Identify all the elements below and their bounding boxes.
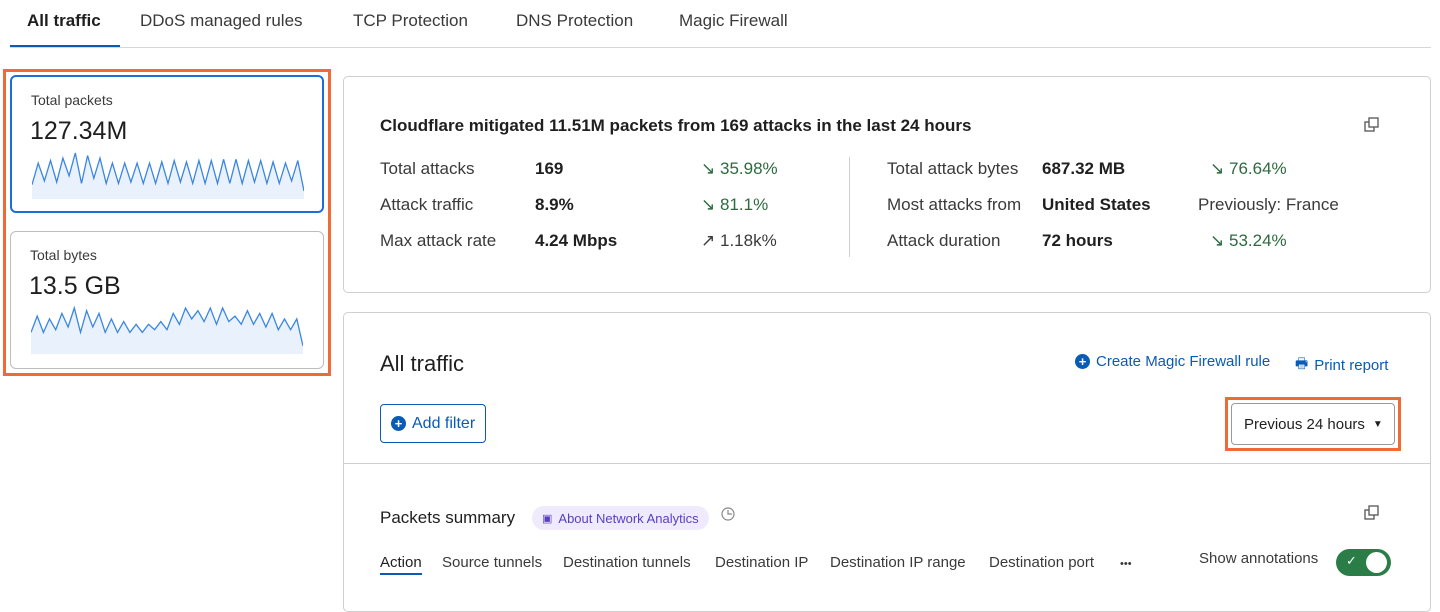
stat-change: ↘ 81.1% — [701, 195, 768, 215]
divider — [344, 463, 1430, 464]
print-report-link[interactable]: 🖶 Print report — [1295, 353, 1388, 377]
metric-label: Total packets — [31, 92, 113, 108]
stat-value: 72 hours — [1042, 231, 1113, 250]
stat-value: United States — [1042, 195, 1151, 214]
sub-tab-destination-port[interactable]: Destination port — [989, 554, 1095, 571]
stat-label: Max attack rate — [380, 231, 497, 250]
change-value: 35.98% — [719, 159, 778, 178]
sparkline-line — [32, 152, 304, 192]
copy-icon[interactable] — [1364, 117, 1380, 133]
panel-title: All traffic — [380, 351, 464, 376]
link-label: Create Magic Firewall rule — [1096, 353, 1271, 370]
change-value: 76.64% — [1228, 159, 1287, 178]
sparkline-line — [31, 305, 303, 347]
check-icon: ✓ — [1346, 553, 1357, 568]
stat-note: Previously: France — [1198, 195, 1339, 214]
toggle-knob — [1366, 552, 1387, 573]
attack-summary-panel: Cloudflare mitigated 11.51M packets from… — [343, 76, 1431, 293]
tab-magic-firewall[interactable]: Magic Firewall — [679, 11, 788, 30]
stat-label: Attack duration — [887, 231, 1001, 250]
sub-tab-destination-ip-range[interactable]: Destination IP range — [830, 554, 966, 571]
tab-all-traffic[interactable]: All traffic — [27, 11, 101, 30]
caret-down-icon: ▼ — [1372, 418, 1383, 430]
tab-bar: All traffic DDoS managed rules TCP Prote… — [10, 0, 1431, 48]
sparkline-area — [31, 308, 303, 354]
metrics-highlight — [3, 69, 331, 376]
book-icon: ▣ — [542, 512, 553, 525]
plus-circle-icon: + — [391, 416, 406, 431]
more-tabs-button[interactable]: ••• — [1120, 558, 1132, 570]
metric-label: Total bytes — [30, 247, 97, 263]
sparkline-total-packets — [32, 152, 304, 199]
trend-down-icon: ↘ — [701, 159, 716, 178]
select-value: Previous 24 hours — [1244, 415, 1365, 433]
copy-icon[interactable] — [1364, 505, 1380, 521]
sparkline-area — [32, 153, 304, 199]
tab-dns-protection[interactable]: DNS Protection — [516, 11, 634, 30]
show-annotations-label: Show annotations — [1199, 550, 1319, 567]
stat-value: 4.24 Mbps — [535, 231, 618, 250]
sub-tab-destination-tunnels[interactable]: Destination tunnels — [563, 554, 691, 571]
time-range-highlight — [1225, 397, 1401, 451]
stat-value: 169 — [535, 159, 564, 178]
metric-value: 13.5 GB — [29, 272, 121, 300]
change-value: 1.18k% — [719, 231, 777, 250]
stat-value: 8.9% — [535, 195, 574, 214]
stat-change: ↘ 35.98% — [701, 159, 778, 179]
change-value: 81.1% — [719, 195, 769, 214]
sub-tab-source-tunnels[interactable]: Source tunnels — [442, 554, 543, 571]
trend-down-icon: ↘ — [1210, 159, 1225, 178]
show-annotations-toggle[interactable]: ✓ — [1336, 549, 1391, 576]
stat-label: Total attacks — [380, 159, 475, 178]
plus-circle-icon: + — [1075, 354, 1090, 369]
time-range-select[interactable]: Previous 24 hours ▼ — [1231, 403, 1395, 445]
badge-label: About Network Analytics — [558, 510, 699, 526]
tab-tcp-protection[interactable]: TCP Protection — [353, 11, 468, 30]
metric-card-total-bytes[interactable]: Total bytes 13.5 GB — [10, 231, 324, 369]
stat-label: Most attacks from — [887, 195, 1022, 214]
stat-value: 687.32 MB — [1042, 159, 1126, 178]
stat-change: ↗ 1.18k% — [701, 231, 777, 251]
about-network-analytics-badge[interactable]: ▣ About Network Analytics — [532, 506, 709, 530]
printer-icon: 🖶 — [1295, 355, 1309, 371]
trend-down-icon: ↘ — [1210, 231, 1225, 250]
divider — [849, 157, 850, 257]
clock-icon — [721, 507, 735, 521]
change-value: 53.24% — [1228, 231, 1287, 250]
sub-tab-action[interactable]: Action — [380, 554, 422, 575]
button-label: Add filter — [412, 414, 476, 432]
stat-change: ↘ 53.24% — [1210, 231, 1287, 251]
metric-value: 127.34M — [30, 117, 128, 145]
trend-down-icon: ↘ — [701, 195, 716, 214]
active-tab-indicator — [10, 45, 120, 47]
trend-up-icon: ↗ — [701, 231, 716, 250]
all-traffic-panel: All traffic + Create Magic Firewall rule … — [343, 312, 1431, 612]
link-label: Print report — [1314, 356, 1389, 374]
stat-label: Total attack bytes — [887, 159, 1019, 178]
packets-summary-title: Packets summary — [380, 508, 516, 527]
sub-tab-destination-ip[interactable]: Destination IP — [715, 554, 809, 571]
metric-card-total-packets[interactable]: Total packets 127.34M — [10, 75, 324, 213]
stat-label: Attack traffic — [380, 195, 474, 214]
create-firewall-rule-link[interactable]: + Create Magic Firewall rule — [1075, 353, 1270, 370]
tab-ddos-managed-rules[interactable]: DDoS managed rules — [140, 11, 303, 30]
stat-change: ↘ 76.64% — [1210, 159, 1287, 179]
summary-headline: Cloudflare mitigated 11.51M packets from… — [380, 116, 972, 135]
add-filter-button[interactable]: + Add filter — [380, 404, 487, 443]
sparkline-total-bytes — [31, 305, 303, 354]
